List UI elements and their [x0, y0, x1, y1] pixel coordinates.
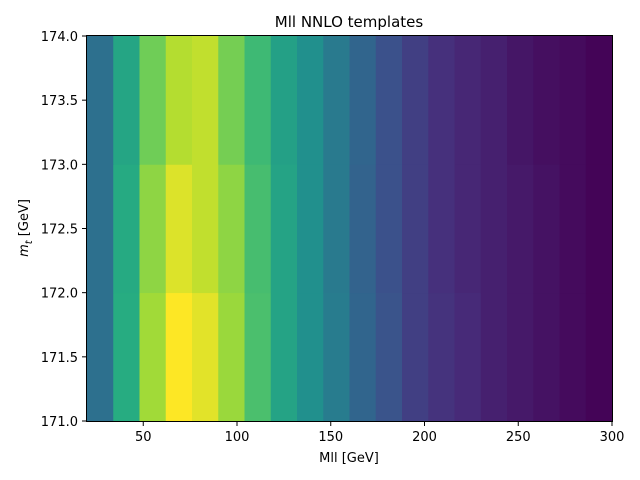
heatmap-cell: [585, 292, 613, 422]
heatmap-cell: [139, 36, 167, 165]
heatmap-cell: [533, 164, 560, 294]
y-axis-label: mt [GeV]: [17, 199, 35, 257]
heatmap-cell: [428, 36, 455, 165]
heatmap-cell: [349, 36, 377, 165]
heatmap-cell: [139, 164, 167, 294]
heatmap-cell: [192, 292, 219, 422]
heatmap-cell: [323, 164, 350, 294]
heatmap-cell: [533, 36, 560, 165]
heatmap-cell: [218, 164, 245, 294]
y-axis-label-unit: [GeV]: [17, 199, 32, 240]
heatmap-cell: [113, 292, 140, 422]
heatmap-cell: [297, 164, 324, 294]
heatmap-cell: [192, 36, 219, 165]
y-axis-ticks: 171.0 171.5 172.0 172.5 173.0 173.5 174.0: [41, 30, 87, 430]
heatmap-cell: [428, 164, 455, 294]
heatmap-cell: [507, 292, 534, 422]
x-axis-label: Mll [GeV]: [319, 451, 379, 466]
y-axis-label-var: m: [17, 244, 32, 257]
x-tick-label: 200: [412, 430, 437, 445]
heatmap-cell: [402, 164, 429, 294]
heatmap-cell: [165, 36, 193, 165]
heatmap-cell: [375, 292, 403, 422]
x-tick-label: 300: [600, 430, 625, 445]
y-tick-label: 173.0: [41, 158, 78, 173]
heatmap-cell: [375, 36, 403, 165]
heatmap-cell: [454, 36, 482, 165]
heatmap-cell: [480, 164, 508, 294]
heatmap-cell: [507, 164, 534, 294]
heatmap-cell: [218, 292, 245, 422]
heatmap-cell: [87, 36, 114, 165]
chart-title: Mll NNLO templates: [275, 13, 424, 31]
heatmap-cell: [192, 164, 219, 294]
heatmap-cell: [244, 292, 272, 422]
y-axis-label-sub: t: [24, 239, 35, 244]
heatmap-cell: [533, 292, 560, 422]
heatmap-cell: [165, 164, 193, 294]
heatmap-cell: [454, 164, 482, 294]
heatmap-cell: [454, 292, 482, 422]
heatmap-cell: [585, 36, 613, 165]
y-tick-label: 171.0: [41, 415, 78, 430]
heatmap-cell: [480, 292, 508, 422]
heatmap-cell: [349, 292, 377, 422]
heatmap-cell: [87, 292, 114, 422]
heatmap-cell: [402, 36, 429, 165]
heatmap-cell: [139, 292, 167, 422]
x-tick-label: 250: [506, 430, 531, 445]
heatmap-cell: [323, 36, 350, 165]
heatmap-cell: [297, 292, 324, 422]
heatmap-cell: [297, 36, 324, 165]
heatmap-cell: [270, 164, 298, 294]
heatmap-cell: [244, 36, 272, 165]
x-tick-label: 150: [318, 430, 343, 445]
y-tick-label: 172.0: [41, 287, 78, 302]
heatmap-cell: [218, 36, 245, 165]
y-tick-label: 172.5: [41, 223, 78, 238]
heatmap-cell: [244, 164, 272, 294]
heatmap-cell: [87, 164, 114, 294]
heatmap-cell: [480, 36, 508, 165]
heatmap-cell: [113, 36, 140, 165]
heatmap-cell: [270, 36, 298, 165]
heatmap-cell: [165, 292, 193, 422]
heatmap-cell: [270, 292, 298, 422]
y-tick-label: 174.0: [41, 30, 78, 45]
heatmap-cell: [113, 164, 140, 294]
y-tick-label: 173.5: [41, 94, 78, 109]
heatmap-cell: [585, 164, 613, 294]
heatmap-cell: [323, 292, 350, 422]
x-tick-label: 50: [135, 430, 152, 445]
heatmap-cell: [428, 292, 455, 422]
heatmap-cell: [559, 292, 587, 422]
heatmap-cell: [375, 164, 403, 294]
heatmap-cell: [559, 36, 587, 165]
heatmap-cell: [402, 292, 429, 422]
heatmap-cell: [559, 164, 587, 294]
y-tick-label: 171.5: [41, 351, 78, 366]
heatmap-cell: [507, 36, 534, 165]
x-tick-label: 100: [225, 430, 250, 445]
heatmap-cell: [349, 164, 377, 294]
heatmap-cells: [87, 36, 613, 422]
x-axis-ticks: 50 100 150 200 250 300: [135, 421, 624, 445]
